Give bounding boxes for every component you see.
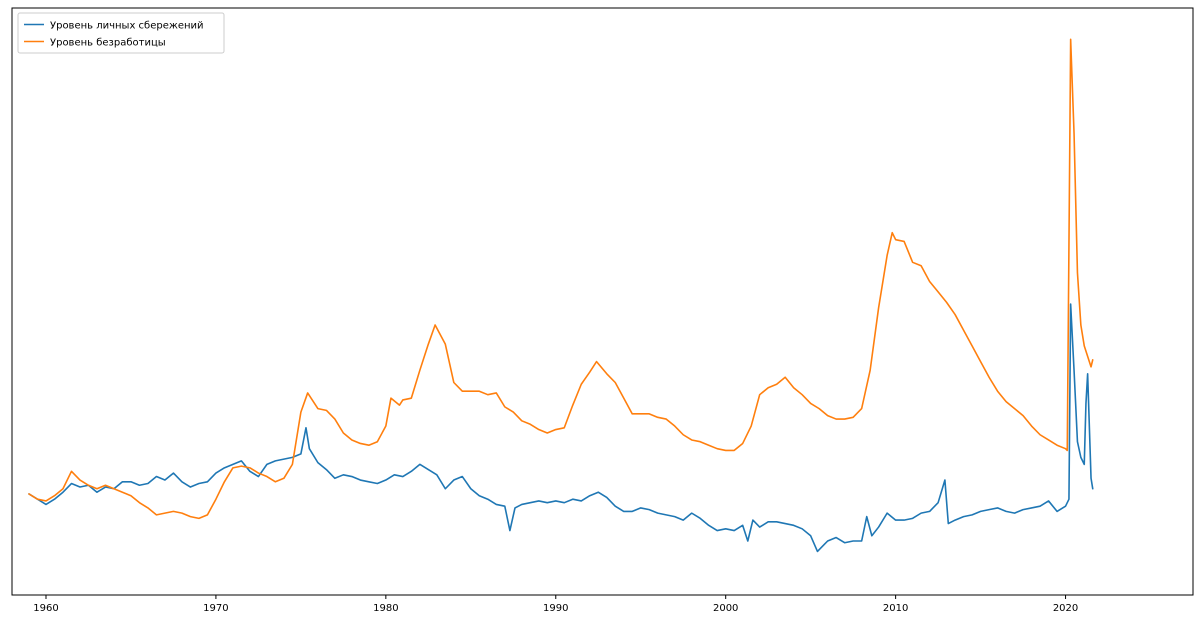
x-tick-label-1990: 1990: [543, 603, 568, 614]
series-1: [28, 303, 1094, 553]
x-tick-label-2020: 2020: [1053, 603, 1078, 614]
series-line-1: [28, 303, 1094, 553]
series-2: [28, 38, 1094, 520]
x-tick-label-2000: 2000: [713, 603, 738, 614]
plot-frame: [11, 7, 1194, 596]
legend: Уровень личных сбережений Уровень безрабо…: [17, 12, 225, 54]
legend-label-1: Уровень личных сбережений: [50, 21, 204, 32]
legend-frame: [17, 12, 225, 54]
plot-area: [12, 8, 1193, 595]
x-tick-label-1970: 1970: [203, 603, 228, 614]
legend-item-2: Уровень безработицы: [24, 38, 166, 49]
legend-label-2: Уровень безработицы: [50, 38, 166, 49]
series-layer: [28, 38, 1094, 553]
series-line-2: [28, 38, 1094, 520]
x-tick-label-1980: 1980: [373, 603, 398, 614]
x-axis: 1960 1970 1980 1990 2000 2010 2020: [33, 595, 1078, 614]
legend-item-1: Уровень личных сбережений: [24, 21, 204, 32]
x-tick-label-2010: 2010: [883, 603, 908, 614]
x-tick-label-1960: 1960: [33, 603, 58, 614]
